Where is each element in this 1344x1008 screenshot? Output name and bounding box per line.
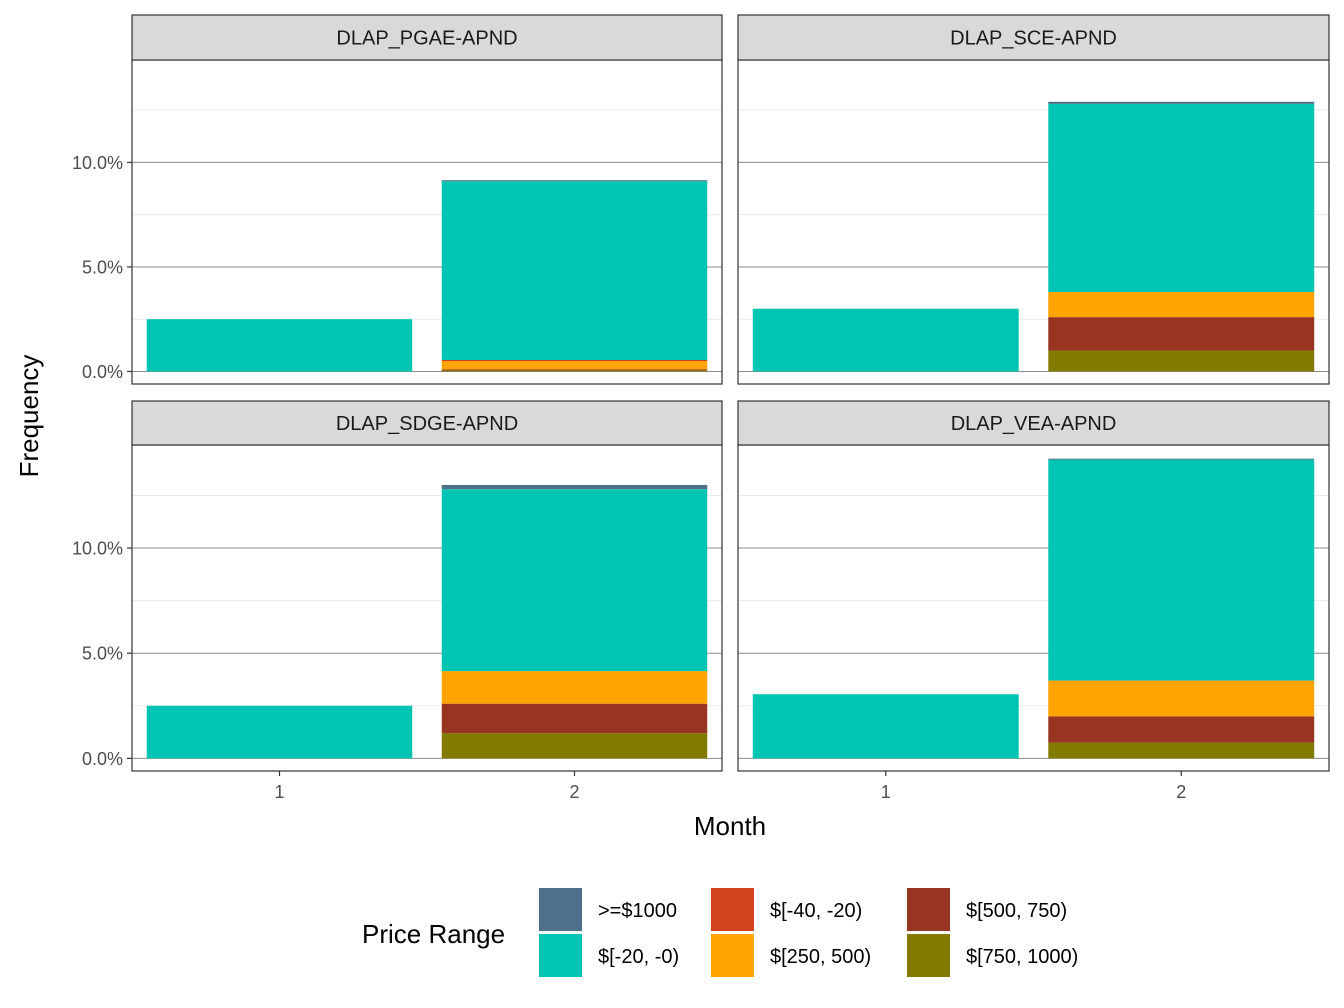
y-tick-label: 5.0% (82, 644, 123, 664)
bar-segment-250-500 (1048, 680, 1315, 717)
facet-strip-label: DLAP_PGAE-APND (336, 28, 517, 50)
legend-label: $[-40, -20) (770, 900, 862, 922)
legend-item-500-750: $[500, 750) (907, 888, 1067, 931)
facet-strip-label: DLAP_SDGE-APND (336, 413, 518, 435)
facet-strip (131, 14, 723, 61)
facet-strip (737, 400, 1330, 446)
legend-key (907, 888, 950, 931)
bar-month-2 (441, 180, 708, 372)
panel-dlap-pgae-apnd: DLAP_PGAE-APND 0.0% 5.0% 10.0% (72, 14, 723, 385)
bar-segment-500-750 (1048, 716, 1315, 743)
bar-segment-20-0 (1048, 459, 1315, 681)
facet-strip-label: DLAP_VEA-APND (951, 413, 1117, 435)
bar-segment-1000 (1048, 101, 1315, 104)
bar-segment-40-20 (441, 359, 708, 362)
bar-segment-750-1000 (1048, 350, 1315, 372)
bar-segment-20-0 (1048, 103, 1315, 293)
x-axis-title: Month (694, 811, 766, 841)
bar-segment-750-1000 (441, 370, 708, 372)
x-tick-label: 2 (1176, 782, 1186, 802)
legend-label: $[250, 500) (770, 946, 871, 968)
y-tick-label: 10.0% (72, 153, 123, 173)
bar-segment-20-0 (441, 489, 708, 672)
legend-key (711, 888, 754, 931)
facet-strip-label: DLAP_SCE-APND (950, 28, 1117, 50)
legend-label: $[750, 1000) (966, 946, 1078, 968)
bar-segment-1000 (441, 484, 708, 490)
bar-segment-20-0 (441, 181, 708, 360)
legend-item-20-0: $[-20, -0) (539, 934, 679, 977)
legend-label: $[-20, -0) (598, 946, 679, 968)
bar-segment-1000 (1048, 458, 1315, 460)
bar-segment-1000 (441, 180, 708, 182)
legend-label: $[500, 750) (966, 900, 1067, 922)
bar-segment-20-0 (146, 705, 413, 759)
legend-item-1000: >=$1000 (539, 888, 677, 931)
bar-segment-250-500 (441, 361, 708, 370)
bar-segment-20-0 (752, 694, 1019, 759)
legend-item-40-20: $[-40, -20) (711, 888, 862, 931)
legend-item-250-500: $[250, 500) (711, 934, 871, 977)
legend-key (539, 888, 582, 931)
facet-strip (131, 400, 723, 446)
legend-key (711, 934, 754, 977)
bar-month-1 (752, 694, 1019, 759)
x-tick-label: 1 (881, 782, 891, 802)
panels: DLAP_PGAE-APND0.0%5.0%10.0%DLAP_SCE-APND… (72, 14, 1330, 802)
bar-segment-250-500 (1048, 292, 1315, 318)
panel-dlap-vea-apnd: DLAP_VEA-APND 1 2 (737, 400, 1330, 802)
bar-segment-500-750 (441, 369, 708, 371)
x-tick-label: 1 (274, 782, 284, 802)
panel-dlap-sdge-apnd: DLAP_SDGE-APND 0.0% 5.0% 10.0% 1 2 (72, 400, 723, 802)
legend-key (539, 934, 582, 977)
y-tick-label: 0.0% (82, 362, 123, 382)
bar-month-2 (1048, 101, 1315, 372)
bar-month-1 (146, 705, 413, 759)
bar-month-2 (441, 484, 708, 759)
bar-segment-750-1000 (441, 733, 708, 759)
y-axis-title: Frequency (14, 355, 44, 478)
bar-segment-20-0 (146, 319, 413, 372)
legend-item-750-1000: $[750, 1000) (907, 934, 1078, 977)
bar-segment-20-0 (752, 308, 1019, 372)
bar-month-2 (1048, 458, 1315, 759)
y-tick-label: 10.0% (72, 539, 123, 559)
panel-dlap-sce-apnd: DLAP_SCE-APND (737, 14, 1330, 385)
legend-title: Price Range (362, 919, 505, 949)
facet-strip (737, 14, 1330, 61)
bar-month-1 (146, 319, 413, 372)
legend: Price Range >=$1000 $[-20, -0) $[-40, -20)… (362, 888, 1078, 977)
y-tick-label: 5.0% (82, 257, 123, 277)
legend-label: >=$1000 (598, 900, 677, 922)
legend-key (907, 934, 950, 977)
bar-month-1 (752, 308, 1019, 372)
bar-segment-250-500 (441, 671, 708, 704)
x-tick-label: 2 (569, 782, 579, 802)
bar-segment-500-750 (441, 703, 708, 734)
y-tick-label: 0.0% (82, 749, 123, 769)
bar-segment-750-1000 (1048, 742, 1315, 759)
bar-segment-500-750 (1048, 317, 1315, 351)
